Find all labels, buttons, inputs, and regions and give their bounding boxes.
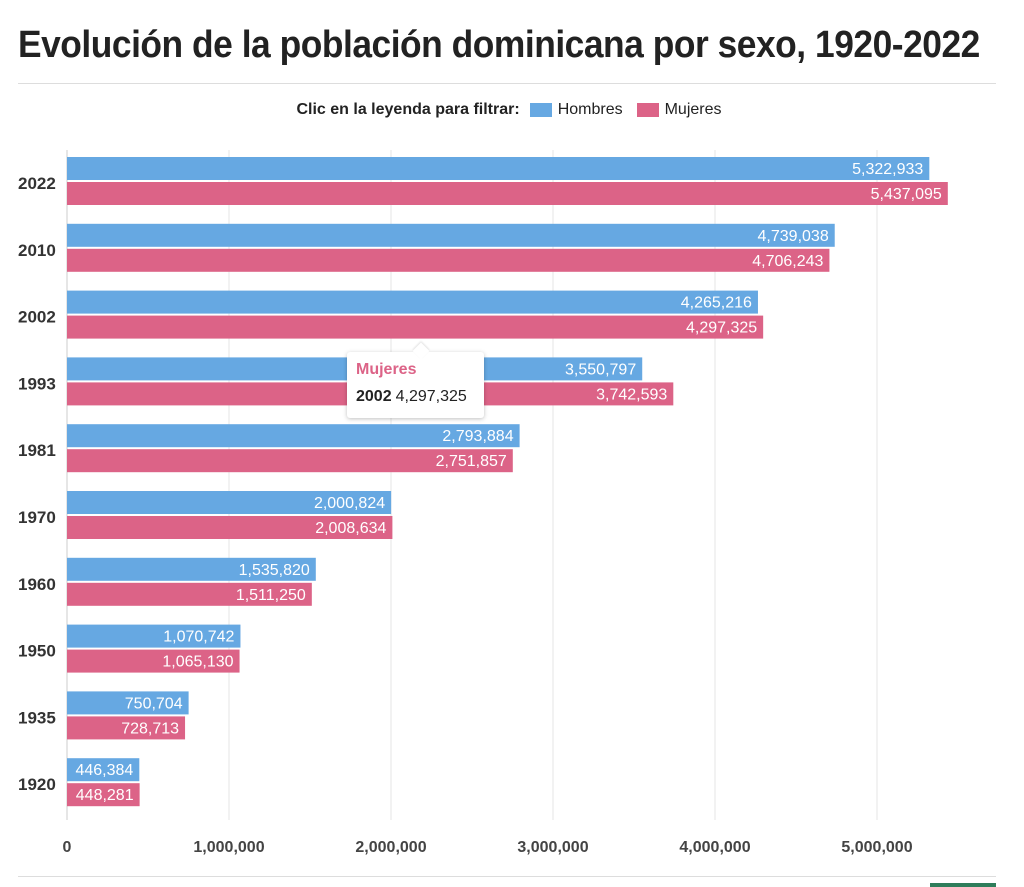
data-label: 2,751,857 [436, 453, 507, 470]
data-label: 448,281 [76, 787, 134, 804]
bar-hombres [67, 157, 930, 180]
category-label: 1960 [18, 575, 56, 594]
category-label: 1993 [18, 374, 56, 393]
bar-mujeres [67, 582, 312, 606]
bar-hombres [67, 424, 520, 448]
legend-swatch-hombres [529, 103, 552, 117]
data-label: 5,322,933 [852, 161, 923, 178]
data-label: 2,008,634 [315, 520, 386, 537]
data-label: 5,437,095 [871, 186, 942, 203]
category-label: 2002 [18, 308, 56, 327]
tooltip-year: 2002 [356, 388, 392, 405]
bar-mujeres [67, 516, 393, 539]
bar-mujeres [67, 783, 140, 807]
legend-item-mujeres[interactable]: Mujeres [636, 101, 722, 119]
footer-mark [930, 883, 996, 887]
tooltip-row: 2002 4,297,325 [356, 388, 467, 406]
category-label: 1970 [18, 508, 56, 527]
x-tick-label: 1,000,000 [193, 839, 264, 856]
category-label: 2010 [18, 241, 56, 260]
data-label: 1,065,130 [162, 654, 233, 671]
category-label: 1935 [18, 708, 56, 727]
data-label: 3,742,593 [596, 386, 667, 403]
bar-hombres [67, 491, 392, 514]
bar-hombres [67, 557, 316, 581]
bar-mujeres [67, 449, 513, 473]
category-label: 1950 [18, 642, 56, 661]
x-tick-label: 3,000,000 [517, 839, 588, 856]
data-label: 2,000,824 [314, 495, 385, 512]
data-label: 750,704 [125, 695, 183, 712]
bar-hombres [67, 758, 140, 782]
data-label: 4,265,216 [681, 295, 752, 312]
data-label: 4,706,243 [752, 253, 823, 270]
data-label: 1,070,742 [163, 629, 234, 646]
tooltip-value: 4,297,325 [395, 388, 467, 405]
tooltip: Mujeres 2002 4,297,325 [347, 342, 484, 418]
legend-prompt: Clic en la leyenda para filtrar: [296, 101, 520, 118]
bar-hombres [67, 691, 189, 715]
legend: Clic en la leyenda para filtrar: Hombres… [0, 101, 1024, 119]
legend-swatch-mujeres [636, 103, 659, 117]
bar-hombres [67, 624, 241, 648]
data-label: 446,384 [75, 762, 133, 779]
x-tick-label: 4,000,000 [679, 839, 750, 856]
bar-mujeres [67, 182, 948, 205]
bar-mujeres [67, 716, 186, 740]
bar-mujeres [67, 649, 240, 673]
data-label: 4,297,325 [686, 320, 757, 337]
category-label: 2022 [18, 174, 56, 193]
data-label: 1,535,820 [239, 562, 310, 579]
category-label: 1981 [18, 441, 56, 460]
header-divider [18, 83, 996, 84]
footer-divider [18, 876, 996, 877]
x-tick-label: 5,000,000 [841, 839, 912, 856]
legend-item-hombres[interactable]: Hombres [529, 101, 623, 119]
tooltip-series: Mujeres [356, 361, 417, 378]
bar-mujeres [67, 248, 830, 272]
data-label: 4,739,038 [758, 228, 829, 245]
bar-hombres [67, 223, 835, 247]
x-tick-label: 0 [63, 839, 72, 856]
x-tick-label: 2,000,000 [355, 839, 426, 856]
data-label: 2,793,884 [442, 428, 513, 445]
data-label: 3,550,797 [565, 361, 636, 378]
bar-hombres [67, 290, 758, 314]
category-label: 1920 [18, 775, 56, 794]
data-label: 728,713 [121, 720, 179, 737]
legend-label-hombres: Hombres [557, 101, 623, 118]
page-title: Evolución de la población dominicana por… [18, 24, 980, 66]
legend-label-mujeres: Mujeres [664, 101, 722, 118]
data-label: 1,511,250 [236, 587, 306, 604]
bar-mujeres [67, 315, 764, 339]
